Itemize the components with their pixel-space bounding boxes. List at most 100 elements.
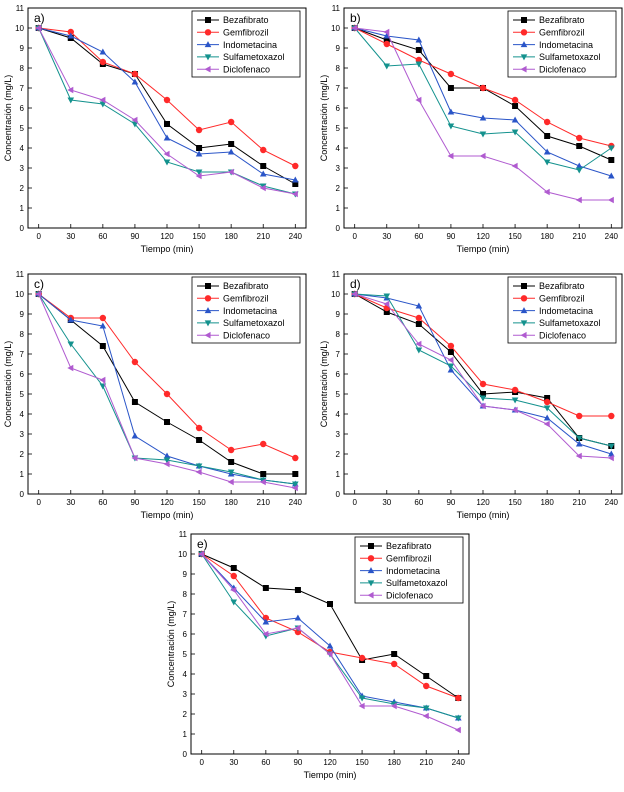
y-tick-label: 0	[336, 490, 341, 499]
legend: Bezafibrato Gemfibrozil Indometacina Sulfam…	[507, 276, 617, 344]
data-point	[543, 188, 550, 196]
data-point	[196, 437, 203, 443]
data-point	[195, 172, 202, 180]
legend: Bezafibrato Gemfibrozil Indometacina Sulfam…	[191, 10, 301, 78]
data-point	[227, 469, 235, 476]
data-point	[99, 314, 107, 322]
data-point	[415, 347, 423, 354]
data-point	[227, 168, 234, 176]
y-tick-label: 1	[336, 470, 341, 479]
legend-swatch-marker	[521, 283, 527, 289]
data-point	[447, 366, 455, 373]
legend-swatch-marker	[367, 555, 375, 562]
y-tick-label: 5	[336, 390, 341, 399]
data-point	[67, 341, 75, 348]
legend-swatch-marker	[520, 54, 528, 61]
legend-entry: Indometacina	[539, 40, 593, 50]
y-tick-label: 6	[336, 104, 341, 113]
x-axis-label: Tiempo (min)	[141, 244, 194, 254]
data-point	[512, 103, 519, 109]
y-tick-label: 9	[336, 310, 341, 319]
legend-swatch-marker	[204, 65, 211, 73]
data-point	[163, 452, 171, 459]
data-point	[67, 86, 74, 94]
data-point	[479, 114, 487, 121]
y-tick-label: 4	[183, 670, 188, 679]
panel-label: c)	[34, 277, 44, 291]
data-point	[391, 651, 398, 657]
data-point	[131, 454, 138, 462]
data-point	[544, 133, 551, 139]
data-point	[195, 468, 202, 476]
data-point	[227, 446, 235, 454]
y-tick-label: 9	[336, 44, 341, 53]
data-point	[543, 148, 551, 155]
legend: Bezafibrato Gemfibrozil Indometacina Sulfam…	[507, 10, 617, 78]
x-tick-label: 90	[293, 758, 302, 767]
data-point	[447, 349, 454, 355]
data-point	[292, 471, 299, 477]
data-point	[292, 162, 299, 170]
x-axis-label: Tiempo (min)	[457, 244, 510, 254]
data-point	[576, 143, 583, 149]
data-point	[230, 586, 237, 594]
legend-entry: Gemfibrozil	[539, 294, 585, 304]
x-tick-label: 30	[382, 232, 391, 241]
legend-entry: Bezafibrato	[539, 281, 585, 291]
y-tick-label: 8	[336, 64, 341, 73]
data-point	[260, 163, 267, 169]
data-point	[131, 121, 139, 128]
data-point	[607, 454, 614, 462]
y-tick-label: 2	[183, 710, 188, 719]
data-point	[383, 300, 390, 308]
y-tick-label: 9	[20, 310, 25, 319]
data-point	[455, 694, 462, 702]
data-point	[415, 302, 423, 309]
data-point	[383, 40, 390, 48]
legend: Bezafibrato Gemfibrozil Indometacina Sulfam…	[354, 536, 464, 604]
panel-label: d)	[350, 277, 361, 291]
data-point	[608, 450, 615, 457]
data-point	[415, 47, 422, 53]
x-tick-label: 180	[387, 758, 401, 767]
legend-entry: Sulfametoxazol	[223, 318, 285, 328]
x-tick-label: 60	[98, 498, 107, 507]
legend-entry: Sulfametoxazol	[223, 52, 285, 62]
data-point	[294, 614, 302, 621]
data-point	[608, 172, 615, 179]
legend-swatch-marker	[367, 591, 374, 599]
legend-swatch-marker	[520, 41, 528, 48]
data-point	[447, 356, 454, 364]
data-point	[423, 682, 430, 690]
y-tick-label: 3	[183, 690, 188, 699]
y-tick-label: 3	[336, 164, 341, 173]
y-axis-label: Concentración (mg/L)	[3, 341, 13, 428]
data-point	[195, 169, 203, 176]
data-point	[447, 70, 455, 78]
data-point	[67, 97, 75, 104]
panel-label: a)	[34, 11, 45, 25]
y-tick-label: 6	[336, 370, 341, 379]
y-tick-label: 10	[178, 550, 187, 559]
data-point	[259, 170, 267, 177]
legend-entry: Sulfametoxazol	[539, 52, 601, 62]
y-tick-label: 2	[20, 450, 25, 459]
legend-entry: Indometacina	[223, 306, 277, 316]
legend-entry: Indometacina	[223, 40, 277, 50]
legend-entry: Bezafibrato	[539, 15, 585, 25]
series-sulfametoxazol	[35, 291, 299, 488]
x-tick-label: 150	[192, 498, 206, 507]
x-tick-label: 180	[224, 232, 238, 241]
x-tick-label: 120	[476, 232, 490, 241]
y-tick-label: 0	[183, 750, 188, 759]
data-point	[67, 364, 74, 372]
data-point	[543, 118, 551, 126]
data-point	[543, 405, 551, 412]
data-point	[294, 624, 301, 632]
data-point	[67, 316, 75, 323]
data-point	[422, 705, 430, 712]
series-sulfametoxazol	[351, 25, 615, 174]
y-tick-label: 8	[20, 330, 25, 339]
data-point	[195, 126, 203, 134]
y-tick-label: 11	[179, 530, 188, 539]
